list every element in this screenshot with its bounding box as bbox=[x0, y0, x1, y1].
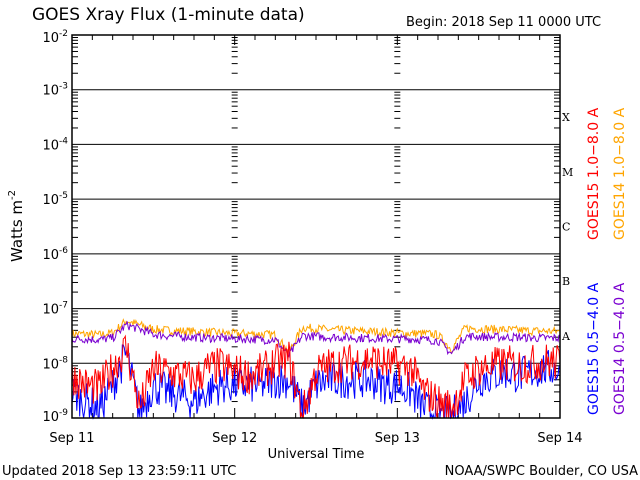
y-tick-label: 10-9 bbox=[42, 408, 68, 425]
x-tick-labels: Sep 11 Sep 12 Sep 13 Sep 14 bbox=[49, 431, 582, 446]
series-line bbox=[71, 318, 561, 355]
begin-label: Begin: 2018 Sep 11 0000 UTC bbox=[406, 15, 601, 30]
legend-goes15-long: GOES15 1.0−8.0 A bbox=[586, 107, 602, 240]
y-tick-label: 10-2 bbox=[42, 29, 68, 46]
x-axis-label: Universal Time bbox=[268, 447, 365, 462]
y-tick-label: 10-5 bbox=[42, 191, 68, 208]
flare-class-label: M bbox=[562, 166, 573, 179]
grid-lines bbox=[72, 89, 560, 364]
plot-frame bbox=[71, 34, 561, 419]
flare-class-label: C bbox=[562, 221, 570, 234]
chart-title: GOES Xray Flux (1-minute data) bbox=[32, 5, 305, 25]
series-lines bbox=[71, 318, 561, 420]
legend-goes14-long: GOES14 1.0−8.0 A bbox=[612, 107, 628, 240]
y-tick-label: 10-7 bbox=[42, 301, 68, 318]
flare-class-label: X bbox=[562, 111, 570, 124]
axis-ticks bbox=[71, 35, 561, 418]
y-axis-label-text: Watts m-2 bbox=[7, 190, 26, 262]
x-tick-label: Sep 12 bbox=[212, 431, 257, 446]
legend-goes15-short: GOES15 0.5−4.0 A bbox=[586, 282, 602, 415]
flare-class-label: A bbox=[561, 330, 571, 343]
y-axis-label: Watts m-2 bbox=[7, 190, 26, 262]
flare-class-labels: X M C B A bbox=[561, 111, 573, 343]
y-tick-label: 10-8 bbox=[42, 355, 68, 372]
series-line bbox=[71, 344, 561, 420]
y-tick-label: 10-4 bbox=[42, 136, 68, 153]
x-tick-label: Sep 11 bbox=[49, 431, 94, 446]
legend-goes14-short: GOES14 0.5−4.0 A bbox=[612, 282, 628, 415]
updated-timestamp: Updated 2018 Sep 13 23:59:11 UTC bbox=[2, 464, 236, 479]
y-tick-labels: 10-2 10-3 10-4 10-5 10-6 10-7 10-8 10-9 bbox=[42, 29, 68, 425]
y-tick-label: 10-3 bbox=[42, 82, 68, 99]
series-line bbox=[71, 321, 561, 358]
credit-label: NOAA/SWPC Boulder, CO USA bbox=[445, 464, 638, 479]
flare-class-label: B bbox=[562, 275, 570, 288]
y-tick-label: 10-6 bbox=[42, 246, 68, 263]
x-tick-label: Sep 13 bbox=[375, 431, 420, 446]
series-line bbox=[71, 334, 561, 419]
x-tick-label: Sep 14 bbox=[537, 431, 582, 446]
